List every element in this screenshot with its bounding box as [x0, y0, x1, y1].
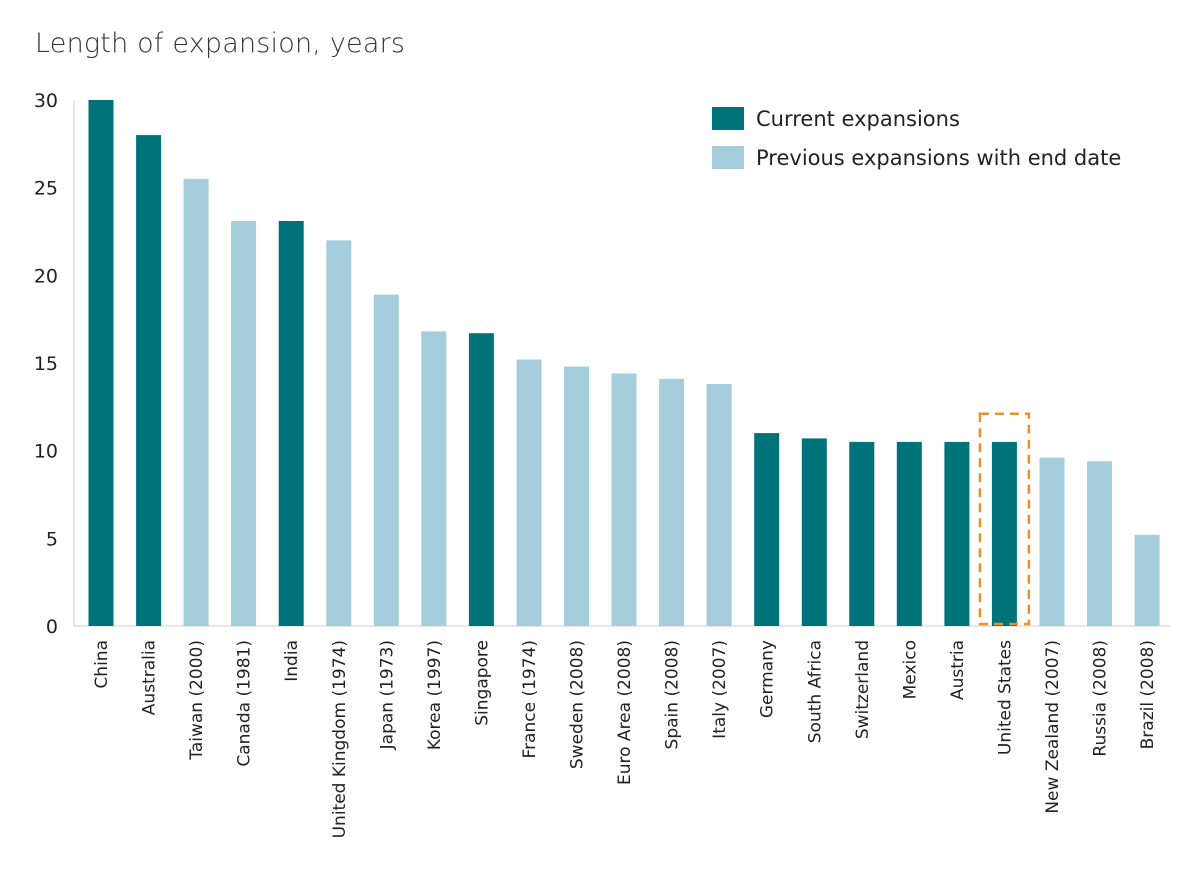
y-tick-label: 30: [34, 90, 58, 112]
bar: [611, 373, 637, 626]
category-label: Russia (2008): [1091, 640, 1111, 757]
category-label: Italy (2007): [710, 640, 730, 739]
bar: [1134, 534, 1160, 626]
bar: [1039, 457, 1065, 626]
y-tick-label: 5: [46, 528, 58, 550]
bar: [991, 441, 1017, 626]
category-label: Japan (1973): [377, 640, 397, 750]
legend-label: Current expansions: [756, 107, 960, 131]
y-tick-label: 0: [46, 616, 58, 638]
category-label: Mexico: [900, 640, 920, 699]
category-label: Austria: [948, 640, 968, 700]
bar: [468, 333, 494, 626]
bar: [659, 378, 685, 626]
bar: [326, 240, 352, 627]
category-label: Canada (1981): [235, 640, 255, 767]
bar: [849, 441, 875, 626]
category-label: Germany: [758, 640, 778, 718]
bar: [88, 100, 114, 626]
category-label: Brazil (2008): [1138, 640, 1158, 749]
category-label: Korea (1997): [425, 640, 445, 750]
chart-title: Length of expansion, years: [35, 28, 406, 59]
bar: [373, 294, 399, 626]
bar: [896, 441, 922, 626]
bar: [421, 331, 447, 626]
category-label: New Zealand (2007): [1043, 640, 1063, 814]
highlight-dashed-box: [978, 412, 1031, 626]
category-label: India: [282, 640, 302, 682]
category-label: United States: [995, 640, 1015, 755]
legend: Current expansions Previous expansions wi…: [712, 107, 1121, 170]
y-tick-label: 10: [34, 441, 58, 463]
highlight-box: [978, 412, 1031, 626]
y-tick-label: 20: [34, 265, 58, 287]
bar: [754, 433, 780, 626]
y-tick-label: 15: [34, 353, 58, 375]
category-label: Switzerland: [853, 640, 873, 739]
bar: [1087, 461, 1112, 626]
category-label: Australia: [140, 640, 160, 715]
category-label: South Africa: [805, 640, 825, 743]
legend-swatch: [712, 107, 744, 130]
category-labels: China Australia Taiwan (2000) Canada (1981)…: [92, 640, 1158, 839]
bar: [564, 366, 589, 626]
y-tick-labels: 0 5 10 15 20 25 30: [34, 90, 58, 638]
category-label: United Kingdom (1974): [330, 640, 350, 838]
y-tick-label: 25: [34, 178, 58, 200]
bar: [231, 221, 257, 626]
category-label: France (1974): [520, 640, 540, 758]
bar: [706, 384, 732, 626]
bar: [183, 178, 209, 626]
category-label: Taiwan (2000): [187, 640, 207, 761]
bar: [278, 221, 304, 626]
bar: [801, 438, 827, 626]
category-label: Spain (2008): [663, 640, 683, 749]
category-label: China: [92, 640, 112, 689]
category-label: Singapore: [472, 640, 492, 726]
bar: [944, 441, 970, 626]
bar: [516, 359, 542, 626]
category-label: Sweden (2008): [568, 640, 588, 769]
category-label: Euro Area (2008): [615, 640, 635, 785]
legend-swatch: [712, 146, 744, 169]
bar: [136, 135, 162, 626]
bars: [88, 100, 1160, 627]
legend-label: Previous expansions with end date: [756, 146, 1121, 170]
